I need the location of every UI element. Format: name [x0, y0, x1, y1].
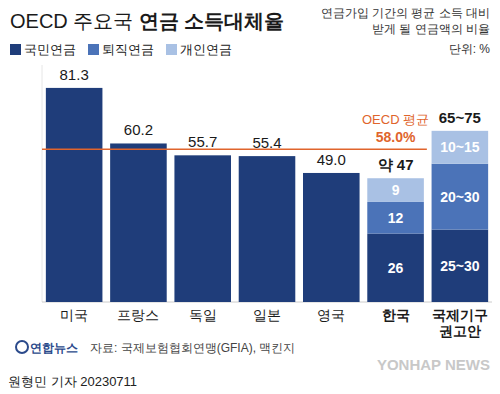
data-label: 20~30 [440, 189, 480, 205]
data-label: 60.2 [124, 121, 153, 138]
y-axis-line [42, 65, 43, 302]
background [0, 0, 500, 394]
category-label: 한국 [382, 307, 410, 323]
data-label: 9 [392, 182, 400, 198]
credit: 원형민 기자 20230711 [8, 374, 137, 389]
category-label-line: 영국 [317, 307, 345, 323]
bars [46, 88, 488, 302]
subtitle: 연금가입 기간의 평균 소득 대비 [321, 6, 490, 20]
data-label: 49.0 [317, 151, 346, 168]
category-label-line: 국제기구 [432, 307, 488, 323]
reference-name: OECD 평균 [362, 112, 429, 127]
category-label-line: 권고안 [439, 323, 481, 339]
data-label: 55.4 [252, 134, 281, 151]
category-label: 미국 [60, 307, 88, 323]
unit: 단위: % [449, 42, 491, 56]
category-label-line: 일본 [253, 307, 281, 323]
data-label: 25~30 [440, 258, 480, 274]
legend-swatch [10, 44, 21, 55]
legend-label: 퇴직연금 [102, 42, 154, 57]
category-label-line: 한국 [382, 307, 410, 323]
total-label: 약 47 [378, 156, 414, 173]
bar [46, 88, 103, 302]
category-label: 프랑스 [117, 307, 159, 323]
bar [174, 155, 231, 302]
bar [239, 156, 296, 302]
chart: OECD 주요국 연금 소득대체율 연금가입 기간의 평균 소득 대비받게 될 연… [0, 0, 500, 394]
reference-line [42, 149, 427, 151]
data-label: 81.3 [60, 66, 89, 83]
bar [432, 131, 489, 164]
category-label-line: 미국 [60, 307, 88, 323]
bar [432, 230, 489, 302]
title-part: 연금 소득대체율 [139, 10, 285, 32]
title-part: OECD 주요국 [10, 10, 139, 32]
data-label: 10~15 [440, 139, 480, 155]
category-label-line: 독일 [189, 307, 217, 323]
total-label: 65~75 [439, 109, 481, 126]
legend-label: 국민연금 [24, 42, 76, 57]
data-label: 12 [388, 210, 404, 226]
legend-label: 개인연금 [180, 42, 232, 57]
category-label: 영국 [317, 307, 345, 323]
subtitle: 받게 될 연금액의 비율 [372, 22, 490, 36]
bar [367, 202, 424, 234]
logo: 연합뉴스 [30, 341, 78, 355]
category-label-line: 프랑스 [117, 307, 159, 323]
bar [432, 164, 489, 230]
data-label: 26 [388, 260, 404, 276]
bar [367, 234, 424, 302]
data-label: 55.7 [188, 133, 217, 150]
title: OECD 주요국 연금 소득대체율 [10, 10, 284, 32]
bar [303, 173, 360, 302]
category-label: 일본 [253, 307, 281, 323]
bar [110, 143, 167, 302]
watermark: YONHAP NEWS [377, 356, 490, 373]
legend-swatch [166, 44, 177, 55]
reference-label: 58.0% [376, 129, 416, 145]
category-label: 국제기구권고안 [432, 307, 488, 339]
source: 자료: 국제보험협회연맹(GFIA), 맥킨지 [90, 341, 295, 355]
bar [367, 178, 424, 202]
legend-swatch [88, 44, 99, 55]
logo-mark [16, 341, 28, 353]
category-label: 독일 [189, 307, 217, 323]
